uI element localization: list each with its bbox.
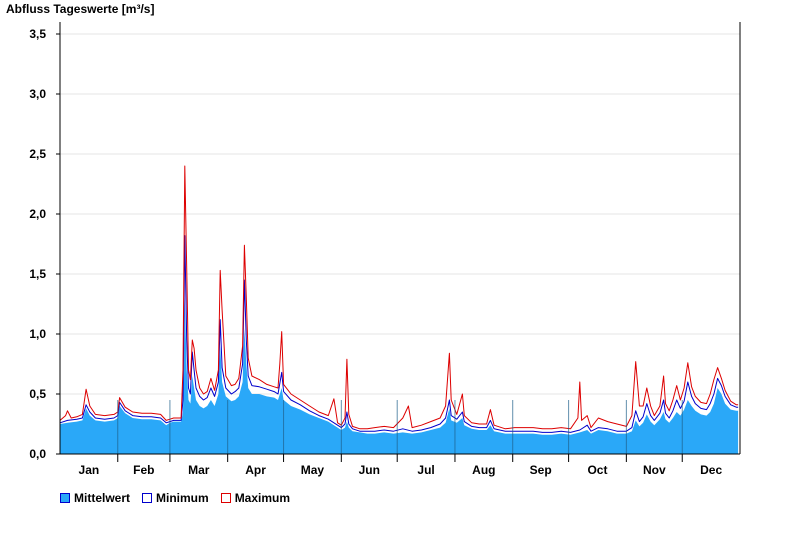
x-tick-label: Jun: [359, 463, 380, 477]
x-tick-label: Sep: [530, 463, 552, 477]
legend-swatch-mittelwert: [60, 493, 70, 503]
x-tick-label: Mar: [188, 463, 210, 477]
y-tick-label: 2,0: [29, 207, 46, 221]
y-tick-label: 1,0: [29, 327, 46, 341]
legend-item-mittelwert: Mittelwert: [60, 491, 130, 505]
y-tick-label: 2,5: [29, 147, 46, 161]
legend-item-maximum: Maximum: [220, 491, 291, 505]
x-tick-label: Apr: [245, 463, 266, 477]
chart-title: Abfluss Tageswerte [m³/s]: [6, 2, 155, 16]
y-tick-label: 3,0: [29, 87, 46, 101]
y-tick-label: 1,5: [29, 267, 46, 281]
x-tick-label: Nov: [643, 463, 666, 477]
y-tick-label: 0,0: [29, 447, 46, 461]
legend-swatch-maximum: [220, 493, 231, 503]
month-separators: [117, 400, 683, 454]
legend-swatch-minimum: [142, 493, 153, 503]
x-tick-label: May: [301, 463, 325, 477]
x-tick-label: Aug: [472, 463, 495, 477]
series-layer: [59, 165, 739, 454]
legend-label-mittelwert: Mittelwert: [74, 491, 131, 505]
series-maximum-line: [59, 165, 739, 430]
legend-item-minimum: Minimum: [142, 491, 209, 505]
legend-label-minimum: Minimum: [156, 491, 209, 505]
x-tick-label: Dec: [700, 463, 722, 477]
x-ticks: Jan Feb Mar Apr May Jun Jul Aug Sep Oct Nov Dec: [79, 454, 722, 477]
x-tick-label: Jul: [417, 463, 434, 477]
y-ticks: 0,0 0,5 1,0 1,5 2,0 2,5 3,0 3,5: [29, 27, 60, 461]
x-tick-label: Jan: [79, 463, 100, 477]
legend-label-maximum: Maximum: [234, 491, 291, 505]
gridlines: [60, 33, 740, 395]
y-tick-label: 3,5: [29, 27, 46, 41]
series-minimum-line: [59, 235, 739, 433]
x-tick-label: Feb: [133, 463, 154, 477]
y-tick-label: 0,5: [29, 387, 46, 401]
series-mittelwert-area: [60, 298, 739, 454]
legend: Mittelwert Minimum Maximum: [60, 490, 302, 506]
x-tick-label: Oct: [587, 463, 607, 477]
